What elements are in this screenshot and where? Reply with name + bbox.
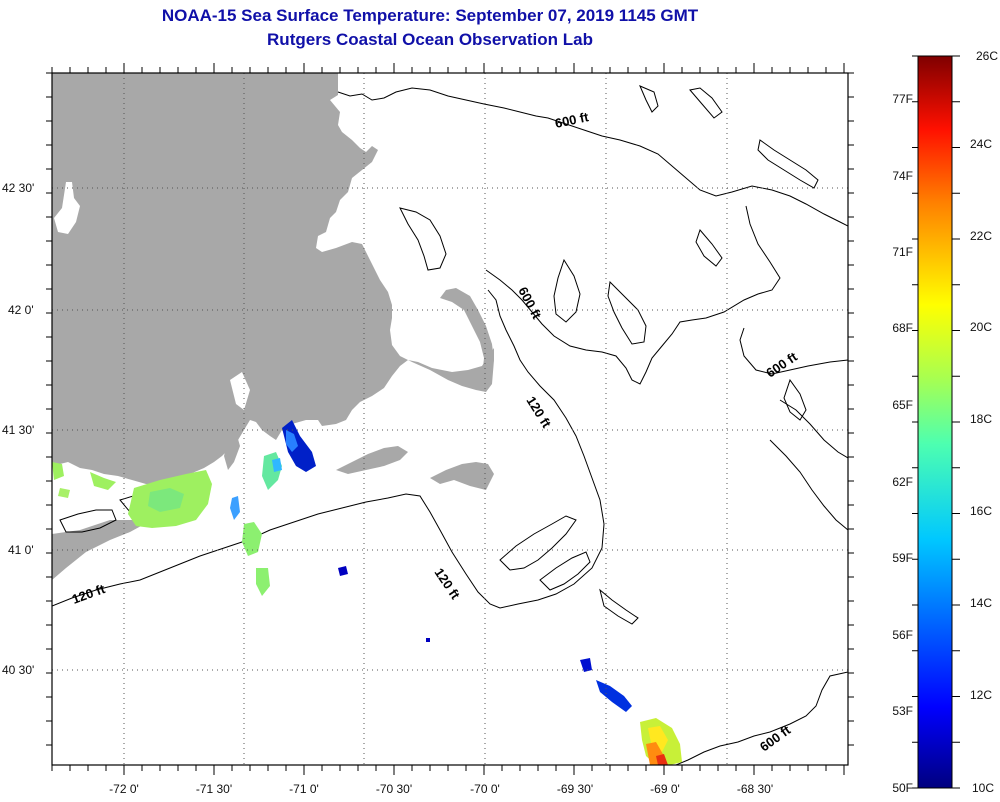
lat-label-41-30: 41 30' [2,423,34,437]
lon-label-68-30: -68 30' [737,782,773,796]
colorbar: 77F 74F 71F 68F 65F 62F 59F 56F 53F 50F … [892,49,998,795]
frame-ticks [46,63,854,775]
cb-label-71f: 71F [892,245,913,259]
map-frame [51,72,849,766]
map-subtitle: Rutgers Coastal Ocean Observation Lab [267,30,593,49]
cb-label-12c: 12C [970,688,992,702]
cb-label-14c: 14C [970,596,992,610]
lat-label-42-0: 42 0' [8,303,34,317]
cb-label-56f: 56F [892,628,913,642]
cloud-inlet [230,372,250,410]
cb-label-24c: 24C [970,137,992,151]
lat-label-42-30: 42 30' [2,181,34,195]
map-title: NOAA-15 Sea Surface Temperature: Septemb… [161,6,699,25]
graticule [52,73,848,765]
lon-label-69-30: -69 30' [557,782,593,796]
cb-label-62f: 62F [892,475,913,489]
cb-label-16c: 16C [970,504,992,518]
map-area [52,73,848,765]
cb-label-26c: 26C [976,49,998,63]
cb-label-53f: 53F [892,704,913,718]
lat-label-40-30: 40 30' [2,663,34,677]
narragansett-land [224,432,240,470]
mainland [52,73,494,484]
bathymetry-contours [52,85,848,765]
cb-label-68f: 68F [892,321,913,335]
lon-label-70-0: -70 0' [470,782,500,796]
latitude-labels: 42 30' 42 0' 41 30' 41 0' 40 30' [2,181,34,677]
lon-label-72-0: -72 0' [109,782,139,796]
cb-label-74f: 74F [892,169,913,183]
lon-label-71-30: -71 30' [196,782,232,796]
sst-pixels [52,420,682,765]
cloud-patch [54,182,80,234]
cb-label-20c: 20C [970,320,992,334]
cb-label-22c: 22C [970,229,992,243]
cb-label-65f: 65F [892,398,913,412]
long-island [52,512,152,580]
lon-label-71-0: -71 0' [289,782,319,796]
cb-label-77f: 77F [892,92,913,106]
nantucket [430,462,494,490]
longitude-labels: -72 0' -71 30' -71 0' -70 30' -70 0' -69… [109,782,773,796]
lon-label-69-0: -69 0' [650,782,680,796]
colorbar-f-labels: 77F 74F 71F 68F 65F 62F 59F 56F 53F 50F [892,92,913,795]
marthas-vineyard [336,446,408,474]
cb-label-18c: 18C [970,412,992,426]
lat-label-41-0: 41 0' [8,543,34,557]
lon-label-70-30: -70 30' [376,782,412,796]
cb-label-10c: 10C [972,781,994,795]
cb-label-59f: 59F [892,551,913,565]
cb-label-50f: 50F [892,781,913,795]
cape-cod [440,288,494,392]
contour-label-600-north: 600 ft [554,109,591,131]
colorbar-gradient [917,55,953,789]
colorbar-c-labels: 26C 24C 22C 20C 18C 16C 14C 12C 10C [970,49,998,795]
